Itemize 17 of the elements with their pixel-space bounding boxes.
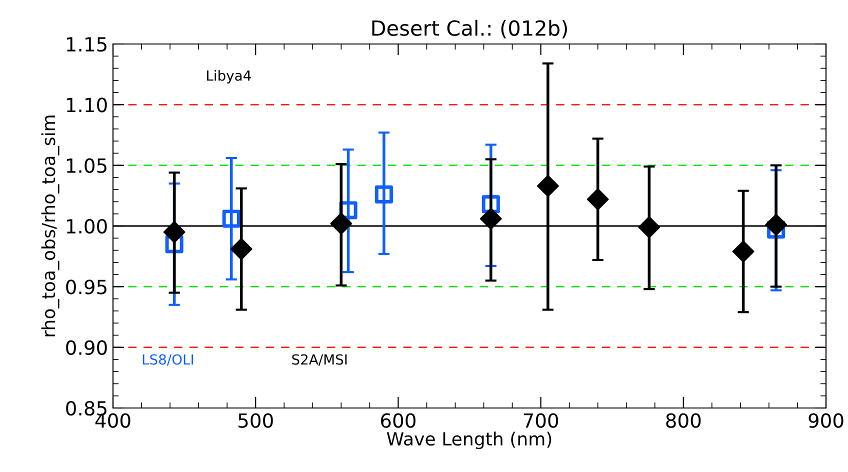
y-tick-label: 0.90 — [66, 340, 107, 355]
x-tick-label: 600 — [381, 413, 416, 428]
y-tick-label: 1.15 — [66, 37, 106, 52]
y-tick-label: 1.10 — [66, 98, 107, 112]
x-axis-title: Wave Length (nm) — [386, 432, 552, 450]
x-tick-label: 800 — [666, 413, 701, 428]
x-tick-label: 700 — [524, 413, 558, 428]
y-tick-label: 1.00 — [66, 218, 107, 234]
x-tick-label: 900 — [808, 413, 844, 428]
y-axis-title: rho_toa_obs/rho_toa_sim — [41, 116, 60, 336]
text: S2A/MSI — [292, 354, 347, 366]
x-tick-label: 500 — [238, 413, 273, 428]
y-tick-label: 0.95 — [66, 280, 106, 294]
annotation: Libya4 — [207, 70, 251, 84]
text: LS8/OLI — [142, 354, 193, 366]
y-tick-label: 1.05 — [66, 158, 106, 173]
chart-title: Desert Cal.: (012b) — [372, 20, 567, 38]
